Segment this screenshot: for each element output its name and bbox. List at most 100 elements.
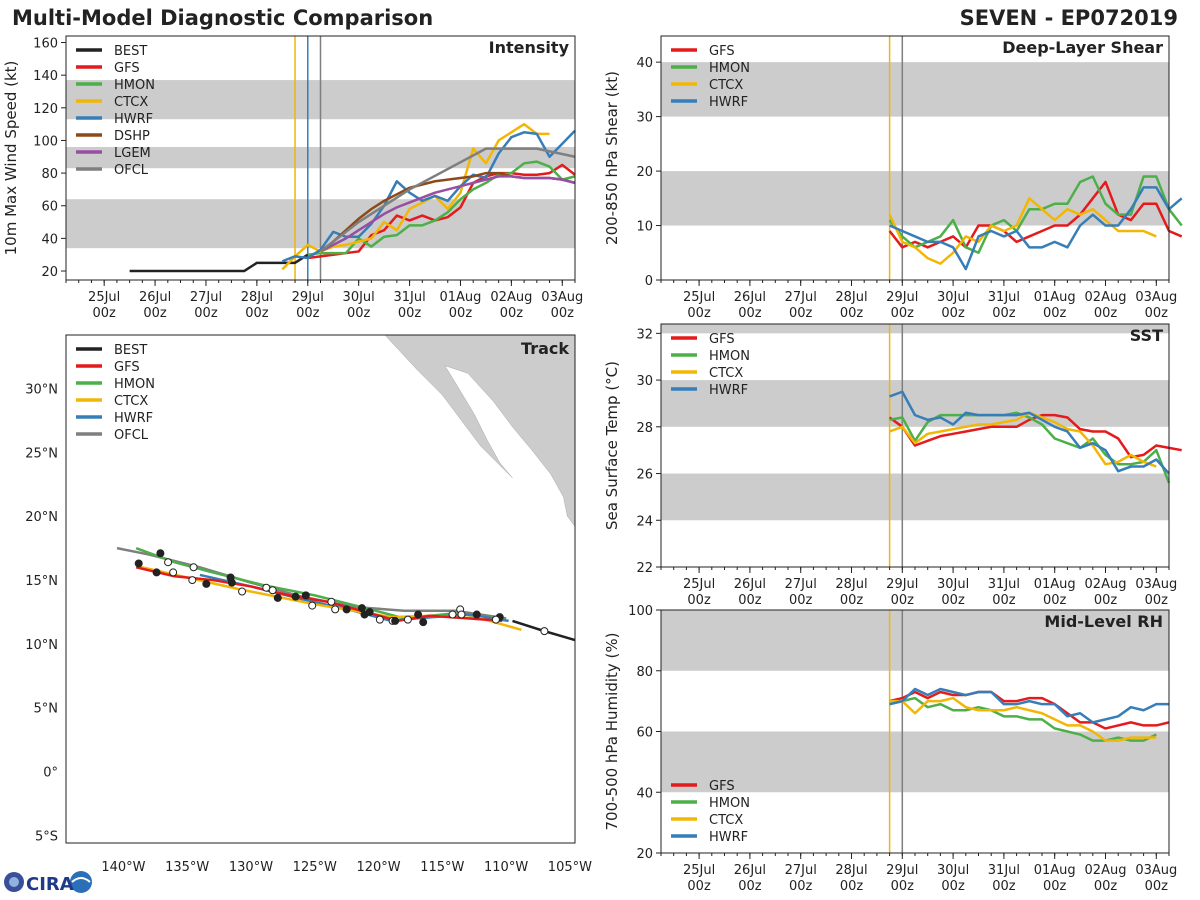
- x-tick-label: 28Jul: [241, 290, 273, 305]
- legend-label-gfs: GFS: [709, 779, 735, 794]
- track-position-marker: [227, 578, 236, 587]
- x-tick-label: 02Aug: [1085, 290, 1127, 305]
- legend-label-hmon: HMON: [114, 78, 155, 93]
- land-mass: [384, 334, 576, 528]
- legend-label-hmon: HMON: [114, 377, 155, 392]
- x-tick-sublabel: 00z: [1043, 879, 1067, 894]
- x-tick-label: 27Jul: [785, 290, 817, 305]
- y-tick-label: 40: [636, 786, 653, 801]
- legend-label-best: BEST: [114, 44, 147, 59]
- series-lgem: [319, 175, 576, 253]
- series-hwrf: [889, 687, 1169, 724]
- legend-label-ctcx: CTCX: [709, 78, 743, 93]
- lon-tick-label: 115°W: [420, 860, 464, 875]
- track-position-marker: [391, 616, 400, 625]
- shaded-band: [661, 610, 1169, 671]
- shaded-band: [661, 731, 1169, 793]
- x-tick-label: 27Jul: [190, 290, 222, 305]
- track-position-marker: [134, 559, 143, 568]
- legend-label-ctcx: CTCX: [709, 366, 743, 381]
- track-position-marker: [540, 627, 549, 636]
- x-tick-label: 30Jul: [343, 290, 375, 305]
- y-tick-label: 28: [636, 421, 653, 436]
- x-tick-sublabel: 00z: [738, 879, 762, 894]
- legend-label-hmon: HMON: [709, 349, 750, 364]
- x-tick-label: 03Aug: [541, 290, 583, 305]
- panel-title: SST: [1130, 326, 1163, 345]
- y-tick-label: 80: [41, 167, 58, 182]
- x-tick-label: 01Aug: [440, 290, 482, 305]
- x-tick-sublabel: 00z: [738, 306, 762, 321]
- x-tick-label: 30Jul: [937, 577, 969, 592]
- y-tick-label: 40: [41, 232, 58, 247]
- y-axis-label: Sea Surface Temp (°C): [603, 361, 621, 530]
- panel-title: Mid-Level RH: [1044, 612, 1163, 631]
- x-tick-label: 03Aug: [1135, 577, 1177, 592]
- x-tick-sublabel: 00z: [992, 879, 1016, 894]
- y-tick-label: 30: [636, 374, 653, 389]
- x-tick-sublabel: 00z: [840, 306, 864, 321]
- rh-panel: 2040608010025Jul00z26Jul00z27Jul00z28Jul…: [603, 604, 1177, 894]
- x-tick-sublabel: 00z: [789, 879, 813, 894]
- x-tick-sublabel: 00z: [891, 593, 915, 608]
- x-tick-sublabel: 00z: [1043, 593, 1067, 608]
- x-tick-label: 03Aug: [1135, 863, 1177, 878]
- legend-label-hwrf: HWRF: [709, 383, 748, 398]
- shaded-band: [661, 380, 1169, 427]
- track-position-marker: [375, 615, 384, 624]
- shaded-band: [661, 473, 1169, 521]
- track-position-marker: [491, 615, 500, 624]
- x-tick-label: 27Jul: [785, 863, 817, 878]
- series-hmon: [307, 160, 576, 256]
- x-tick-label: 31Jul: [988, 577, 1020, 592]
- y-tick-label: 140: [33, 69, 58, 84]
- y-tick-label: 120: [33, 102, 58, 117]
- y-axis-label: 200-850 hPa Shear (kt): [603, 71, 621, 245]
- track-position-marker: [365, 607, 374, 616]
- logo-emblem-icon: [70, 871, 92, 893]
- sst-panel: 22242628303225Jul00z26Jul00z27Jul00z28Ju…: [603, 323, 1182, 608]
- track-position-marker: [164, 558, 173, 567]
- cira-logo: CIRA: [4, 871, 92, 895]
- series-ctcx: [889, 696, 1157, 742]
- y-tick-label: 0: [645, 274, 653, 289]
- shaded-band: [661, 62, 1169, 117]
- x-tick-label: 02Aug: [1085, 863, 1127, 878]
- track-position-marker: [291, 592, 300, 601]
- x-tick-sublabel: 00z: [840, 593, 864, 608]
- x-tick-sublabel: 00z: [687, 593, 711, 608]
- x-tick-label: 31Jul: [988, 290, 1020, 305]
- x-tick-label: 02Aug: [1085, 577, 1127, 592]
- x-tick-sublabel: 00z: [941, 593, 965, 608]
- track-position-marker: [188, 576, 197, 585]
- legend-label-hwrf: HWRF: [709, 830, 748, 845]
- legend-label-best: BEST: [114, 343, 147, 358]
- track-position-marker: [331, 605, 340, 614]
- x-tick-sublabel: 00z: [789, 593, 813, 608]
- x-tick-sublabel: 00z: [92, 306, 116, 321]
- series-gfs: [889, 690, 1170, 730]
- map-frame: [65, 334, 576, 844]
- x-tick-label: 29Jul: [886, 577, 918, 592]
- track-position-marker: [152, 568, 161, 577]
- legend-label-ctcx: CTCX: [114, 95, 148, 110]
- intensity-panel: 2040608010012014016025Jul00z26Jul00z27Ju…: [2, 35, 583, 321]
- track-position-marker: [419, 618, 428, 627]
- x-tick-sublabel: 00z: [1145, 593, 1169, 608]
- x-tick-label: 25Jul: [683, 290, 715, 305]
- storm-id: SEVEN - EP072019: [959, 6, 1178, 30]
- legend-label-ctcx: CTCX: [709, 813, 743, 828]
- x-tick-sublabel: 00z: [1094, 879, 1118, 894]
- x-tick-sublabel: 00z: [891, 879, 915, 894]
- track-position-marker: [342, 605, 351, 614]
- y-tick-label: 30: [636, 111, 653, 126]
- track-position-marker: [238, 587, 247, 596]
- y-tick-label: 40: [636, 56, 653, 71]
- legend-label-ctcx: CTCX: [114, 394, 148, 409]
- x-tick-label: 30Jul: [937, 290, 969, 305]
- x-tick-label: 28Jul: [835, 577, 867, 592]
- x-tick-sublabel: 00z: [992, 593, 1016, 608]
- x-tick-label: 27Jul: [785, 577, 817, 592]
- y-tick-label: 100: [628, 604, 653, 619]
